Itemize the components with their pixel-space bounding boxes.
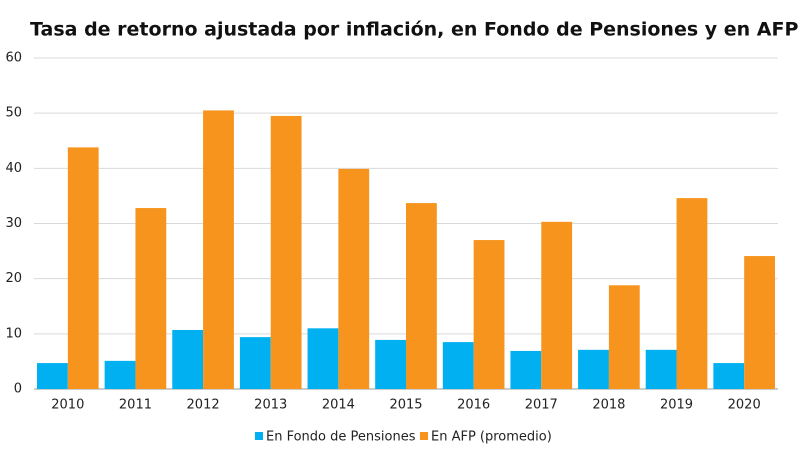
bar (172, 329, 204, 389)
bar (307, 328, 339, 389)
bar (375, 339, 406, 389)
legend-swatch (420, 432, 428, 440)
bar (645, 349, 677, 389)
y-tick-label: 60 (5, 51, 22, 66)
bar (37, 363, 68, 389)
bar (473, 240, 505, 389)
bar (239, 337, 271, 389)
x-tick-label: 2012 (187, 398, 220, 413)
x-tick-label: 2013 (254, 398, 287, 413)
bar (608, 285, 640, 389)
legend-label: En Fondo de Pensiones (266, 430, 416, 445)
x-tick-label: 2011 (119, 398, 152, 413)
x-tick-label: 2017 (525, 398, 558, 413)
bar (713, 363, 745, 389)
y-tick-label: 40 (5, 161, 22, 176)
bar (67, 147, 99, 389)
x-tick-label: 2020 (728, 398, 761, 413)
legend-swatch (255, 432, 263, 440)
chart-title: Tasa de retorno ajustada por inflación, … (30, 19, 798, 41)
y-tick-label: 50 (5, 106, 22, 121)
y-tick-label: 20 (5, 271, 22, 286)
bar (676, 198, 708, 389)
y-tick-label: 10 (5, 326, 22, 341)
bar (442, 342, 474, 389)
y-tick-label: 30 (5, 216, 22, 231)
x-tick-label: 2019 (660, 398, 693, 413)
y-tick-label: 0 (14, 382, 22, 397)
bar (406, 203, 437, 389)
bar (578, 349, 609, 389)
x-tick-label: 2010 (51, 398, 84, 413)
bar (338, 168, 370, 389)
bar (510, 350, 542, 389)
bar (203, 110, 234, 390)
bar (104, 360, 136, 389)
x-tick-label: 2015 (389, 398, 422, 413)
bar (541, 221, 573, 389)
x-tick-label: 2014 (322, 398, 355, 413)
bar (270, 115, 302, 390)
legend-label: En AFP (promedio) (431, 430, 552, 445)
bar (744, 256, 775, 389)
bar (135, 208, 167, 389)
x-tick-label: 2018 (592, 398, 625, 413)
x-tick-label: 2016 (457, 398, 490, 413)
